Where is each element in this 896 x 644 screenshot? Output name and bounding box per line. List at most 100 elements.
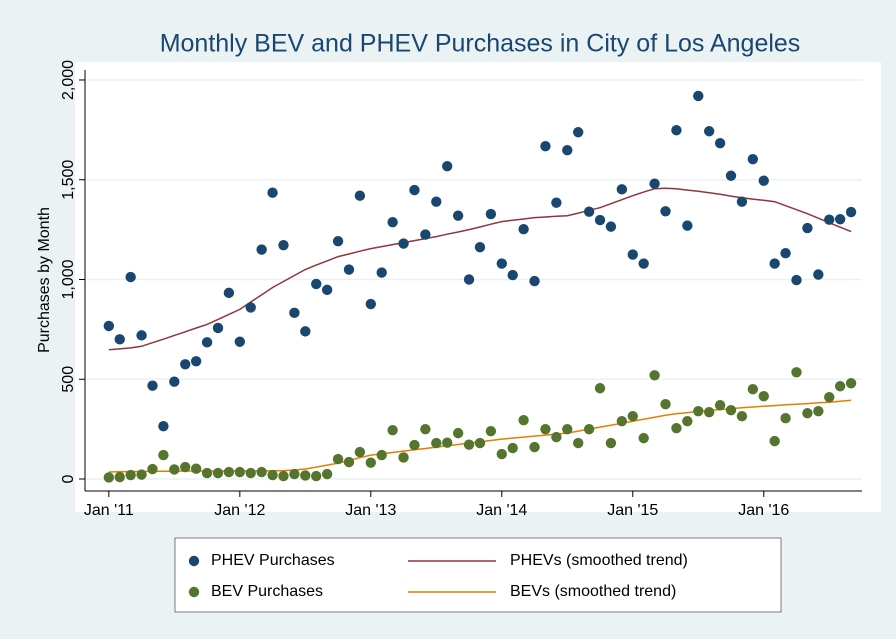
point <box>551 197 562 208</box>
point <box>289 307 300 319</box>
point <box>267 187 278 198</box>
point <box>594 214 606 226</box>
point <box>562 145 573 156</box>
x-tick-label: Jan '12 <box>214 502 265 519</box>
point <box>300 470 311 481</box>
point <box>158 420 169 432</box>
point <box>649 370 660 381</box>
point <box>540 141 551 152</box>
point <box>703 406 715 418</box>
point <box>431 196 442 207</box>
point <box>485 208 497 220</box>
point <box>834 381 846 392</box>
point <box>638 432 649 444</box>
point <box>649 178 660 189</box>
point <box>802 222 813 234</box>
point <box>201 467 213 479</box>
point <box>660 206 671 217</box>
point <box>518 414 529 426</box>
point <box>398 452 409 463</box>
point <box>387 217 398 228</box>
point <box>212 322 224 334</box>
point <box>278 470 289 482</box>
point <box>223 466 235 478</box>
point <box>529 275 540 287</box>
point <box>234 466 246 478</box>
point <box>682 415 693 427</box>
point <box>714 138 726 149</box>
point <box>463 439 475 450</box>
point <box>289 468 300 480</box>
point <box>834 214 846 225</box>
point <box>780 247 791 259</box>
point <box>572 437 584 449</box>
y-tick-label: 0 <box>60 474 77 483</box>
legend <box>174 537 782 613</box>
point <box>311 470 322 482</box>
point <box>638 258 649 269</box>
point <box>147 463 158 475</box>
y-tick-label: 1,500 <box>60 160 77 200</box>
point <box>234 336 246 347</box>
point <box>474 437 486 449</box>
point <box>365 457 377 468</box>
point <box>431 437 442 449</box>
point <box>758 175 769 186</box>
point <box>278 239 289 251</box>
point <box>813 405 824 417</box>
point <box>605 437 617 449</box>
point <box>332 453 344 465</box>
x-tick-label: Jan '11 <box>84 502 134 519</box>
point <box>802 407 813 419</box>
x-tick-label: Jan '15 <box>607 502 658 519</box>
point <box>485 425 497 437</box>
point <box>147 380 158 391</box>
point <box>693 90 704 102</box>
legend-marker <box>188 555 200 567</box>
point <box>442 437 453 448</box>
point <box>736 410 748 422</box>
point <box>616 184 628 195</box>
point <box>420 229 431 240</box>
point <box>103 472 115 483</box>
point <box>463 274 475 285</box>
point <box>769 435 780 447</box>
point <box>551 431 562 443</box>
point <box>256 244 267 255</box>
legend-marker <box>188 586 200 598</box>
point <box>125 469 136 481</box>
point <box>616 415 628 427</box>
trend-line <box>108 187 852 351</box>
point <box>180 461 191 473</box>
point <box>321 284 333 296</box>
point <box>627 410 638 422</box>
point <box>562 423 573 435</box>
point <box>496 258 507 269</box>
point <box>311 278 322 290</box>
point <box>769 258 780 269</box>
point <box>725 170 737 181</box>
point <box>627 249 638 260</box>
point <box>845 206 857 218</box>
point <box>343 456 355 468</box>
point <box>190 356 202 367</box>
point <box>583 206 595 217</box>
point <box>518 224 529 235</box>
point <box>409 184 420 196</box>
point <box>671 422 682 434</box>
point <box>442 160 453 172</box>
point <box>169 464 180 475</box>
point <box>387 424 398 436</box>
legend-label: BEV Purchases <box>211 583 323 600</box>
point <box>180 359 191 370</box>
point <box>169 376 180 387</box>
x-tick-label: Jan '13 <box>345 502 396 519</box>
x-tick-label: Jan '16 <box>738 502 789 519</box>
point <box>693 405 704 417</box>
point <box>813 269 824 280</box>
point <box>540 423 551 435</box>
point <box>845 378 857 389</box>
legend-label: PHEVs (smoothed trend) <box>510 552 688 569</box>
point <box>452 210 464 221</box>
point <box>332 235 344 247</box>
